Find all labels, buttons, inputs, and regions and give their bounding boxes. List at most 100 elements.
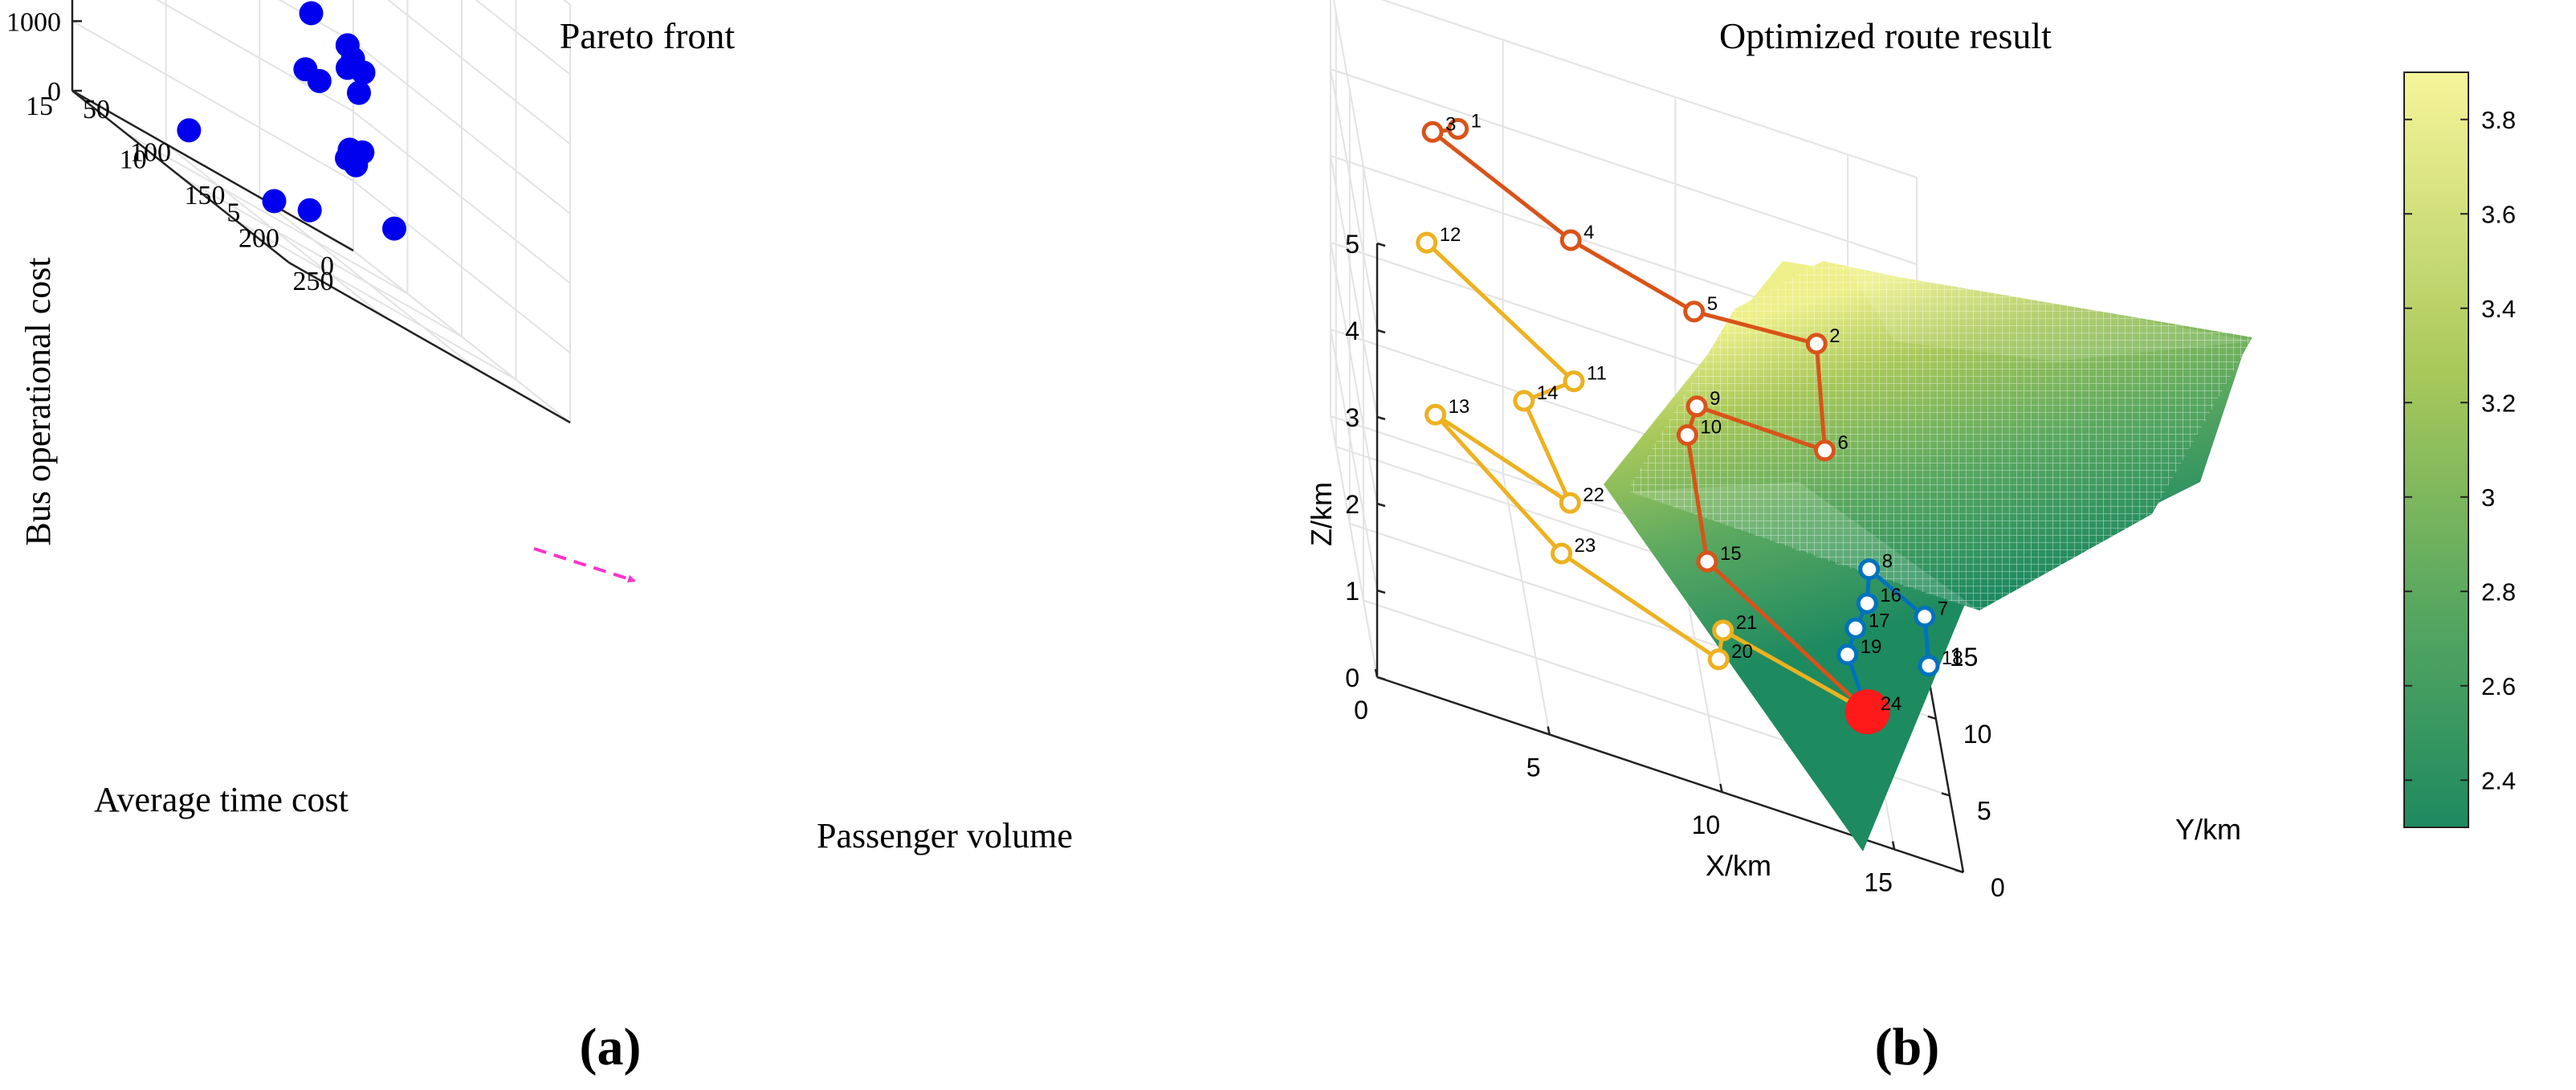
route-z-ticks: 0 1 2 3 4 5 — [1345, 230, 1386, 692]
pareto-point — [335, 33, 360, 58]
pareto-point — [299, 1, 324, 26]
route-title: Optimized route result — [1719, 15, 2052, 56]
pareto-gridline — [165, 143, 384, 317]
colorbar-tick-label: 3.8 — [2481, 106, 2516, 134]
pareto-x-tick-label: 200 — [238, 224, 279, 254]
route-z-tick-mark — [1376, 415, 1386, 421]
pareto-gridline — [353, 250, 571, 423]
route-y-tick-mark — [1954, 868, 1964, 874]
route-node-marker — [1712, 619, 1734, 642]
route-node-marker — [1559, 229, 1582, 251]
route-x-ticks: 0 5 10 15 — [1354, 668, 1896, 896]
route-gridline — [1330, 415, 1378, 678]
pareto-z-tick-label: 1000 — [6, 7, 61, 37]
route-x-tick-mark — [1891, 841, 1896, 850]
route-y-tick-mark — [1941, 792, 1950, 797]
route-node-marker — [1416, 231, 1438, 254]
pareto-gridline — [353, 41, 571, 214]
route-x-tick-label: 15 — [1864, 868, 1893, 896]
route-node-marker — [1856, 592, 1878, 614]
route-node-marker — [1447, 117, 1469, 140]
route-x-tick-label: 5 — [1526, 753, 1541, 782]
route-node-label: 4 — [1584, 222, 1594, 243]
route-z-tick-mark — [1376, 502, 1386, 508]
route-node-marker — [1914, 606, 1936, 628]
route-z-tick-label: 5 — [1345, 230, 1359, 259]
route-node-label: 21 — [1736, 612, 1758, 634]
route-node-label: 20 — [1731, 641, 1753, 663]
route-z-tick-mark — [1376, 242, 1386, 247]
route-y-axis-label: Y/km — [2175, 813, 2241, 846]
pareto-x-tick-label: 250 — [293, 267, 334, 296]
pareto-y-axis — [71, 89, 354, 252]
route-node-marker — [1836, 643, 1859, 666]
route-node-marker — [1918, 655, 1940, 677]
pareto-point — [337, 137, 362, 162]
route-node-label: 5 — [1707, 293, 1718, 315]
terrain-surface-mesh — [1628, 261, 2252, 610]
pareto-title: Pareto front — [560, 15, 736, 56]
pareto-point — [177, 118, 202, 143]
terrain-surface-facet — [1843, 261, 2252, 361]
panel-a-label: (a) — [580, 1018, 642, 1076]
route-node-label: 11 — [1587, 363, 1607, 385]
colorbar-tick-label: 3 — [2481, 484, 2495, 512]
pareto-y-tick-label: 5 — [226, 198, 240, 228]
route-y-tick-label: 10 — [1963, 720, 1992, 749]
route-y-tick-label: 5 — [1977, 796, 1991, 825]
route-x-axis-label: X/km — [1706, 849, 1771, 882]
pareto-front-panel: Pareto front 0100020003000400050006000 0… — [6, 0, 1073, 1076]
pareto-point — [347, 80, 371, 105]
colorbar-tick-label: 2.6 — [2481, 672, 2516, 700]
colorbar-tick-label: 2.8 — [2481, 578, 2516, 606]
route-gridline — [1380, 0, 1918, 178]
route-z-tick-mark — [1376, 329, 1386, 334]
pareto-point — [351, 60, 376, 85]
route-node-label: 17 — [1869, 610, 1890, 631]
terrain-surface — [1604, 261, 2252, 851]
pareto-z-tick-label: 0 — [47, 77, 61, 107]
route-node-label: 15 — [1720, 543, 1742, 565]
route-x-tick-label: 10 — [1692, 810, 1721, 839]
depot-marker — [1844, 689, 1890, 735]
route-x-tick-mark — [1547, 726, 1551, 735]
route-gridline — [1330, 242, 1378, 504]
route-z-tick-label: 1 — [1345, 577, 1359, 606]
pareto-gridline — [180, 176, 463, 337]
pareto-x-tick-label: 50 — [83, 95, 110, 125]
pareto-point — [382, 216, 406, 241]
route-node-label: 2 — [1829, 325, 1840, 347]
colorbar-tick-label: 3.6 — [2481, 200, 2516, 228]
route-y-tick-mark — [1927, 715, 1937, 721]
pareto-x-tick-label: 150 — [185, 181, 226, 210]
colorbar-ticks: 2.4 2.6 2.8 3 3.2 3.4 3.6 3.8 — [2404, 106, 2516, 794]
pareto-gridline — [353, 110, 571, 284]
route-node-marker — [1814, 439, 1836, 462]
route-z-tick-label: 0 — [1345, 663, 1359, 692]
terrain-surface-facet — [1628, 482, 1979, 610]
route-node-marker — [1858, 558, 1881, 581]
pareto-axis-edge — [288, 261, 571, 424]
colorbar-tick-label: 3.4 — [2481, 295, 2516, 323]
route-node-label: 18 — [1942, 647, 1963, 669]
pareto-gridline — [387, 0, 571, 145]
route-z-tick-label: 3 — [1345, 403, 1359, 432]
pareto-z-ticks: 0100020003000400050006000 — [6, 7, 82, 107]
route-node-marker — [1683, 300, 1706, 323]
pareto-gridline — [353, 180, 571, 354]
route-x-tick-mark — [1719, 783, 1723, 793]
pareto-point — [297, 198, 322, 222]
route-node-marker — [1563, 370, 1585, 393]
route-node-label: 1 — [1471, 110, 1482, 132]
route-node-marker — [1559, 492, 1581, 514]
route-node-marker — [1425, 403, 1447, 426]
pareto-gridline — [259, 196, 477, 370]
route-z-tick-mark — [1376, 589, 1386, 594]
route-node-label: 12 — [1440, 224, 1461, 246]
route-node-label: 23 — [1575, 535, 1596, 557]
route-gridline — [1332, 0, 1378, 244]
route-node-marker — [1707, 648, 1730, 671]
